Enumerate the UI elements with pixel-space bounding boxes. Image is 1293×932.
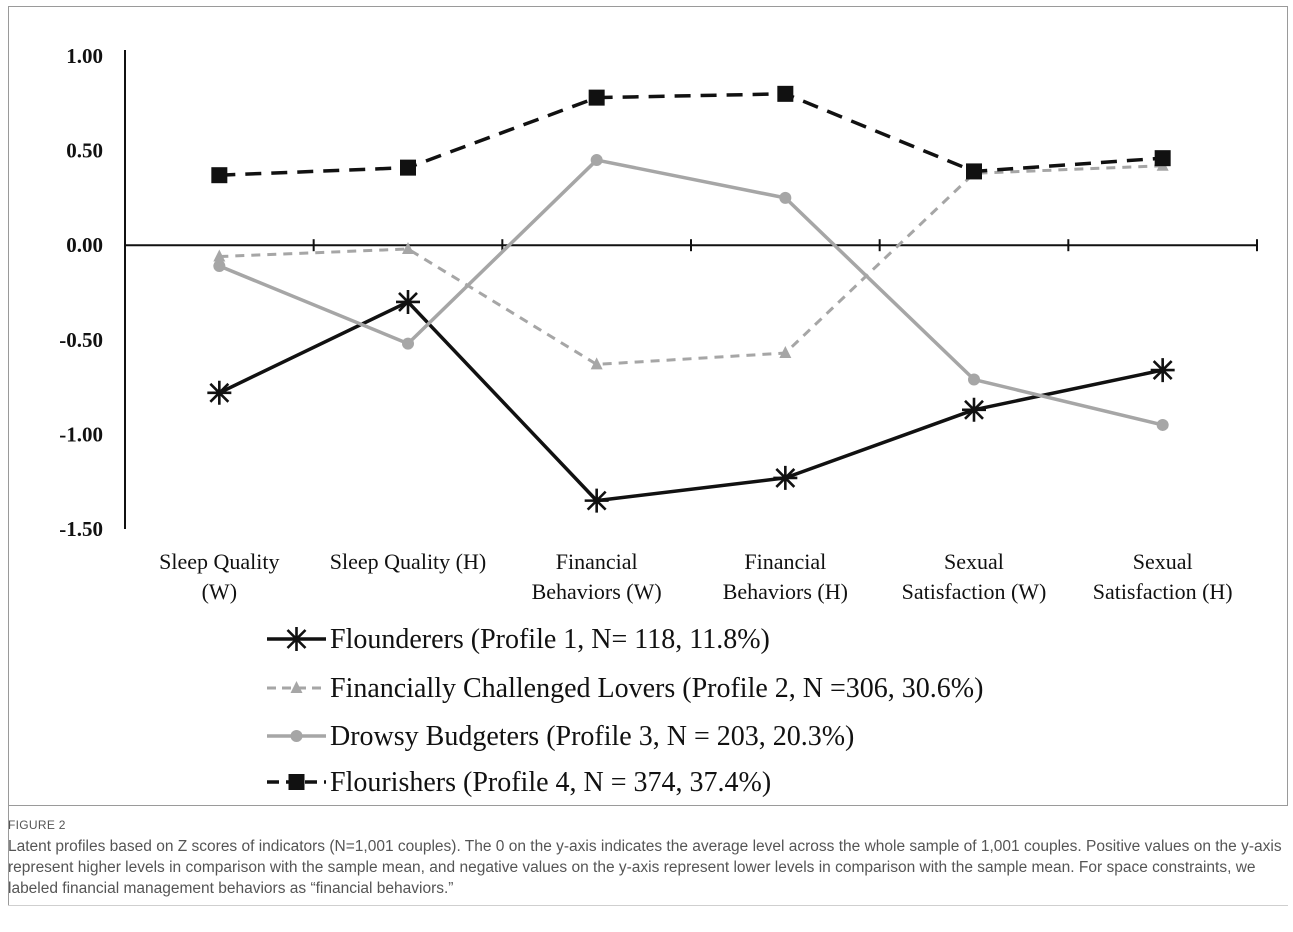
x-category-label: Financial	[556, 549, 638, 574]
x-category-label: Satisfaction (W)	[902, 579, 1047, 604]
series-line-3	[218, 158, 1164, 427]
x-category-label: Sexual	[1133, 549, 1193, 574]
legend-marker-3	[290, 730, 303, 742]
line-chart: 1.00 0.50 0.00 -0.50 -1.00 -1.50 Sleep Quality…	[59, 44, 1258, 798]
data-point-2	[590, 357, 603, 370]
legend-marker-1	[284, 627, 309, 651]
legend-label-4: Flourishers (Profile 4, N = 374, 37.4%)	[330, 767, 771, 798]
y-tick-label: -0.50	[59, 328, 103, 352]
x-category-label: Sexual	[944, 549, 1004, 574]
y-tick-label: -1.50	[59, 517, 103, 541]
x-category-label: Satisfaction (H)	[1093, 579, 1233, 604]
legend-marker-4	[288, 774, 305, 790]
data-point-1	[773, 465, 798, 490]
data-point-4	[211, 167, 228, 184]
y-tick-label: 0.50	[66, 139, 103, 163]
legend-label-2: Financially Challenged Lovers (Profile 2…	[330, 673, 983, 704]
figure-caption: FIGURE 2 Latent profiles based on Z scor…	[8, 818, 1283, 899]
y-tick-label: 0.00	[66, 233, 103, 257]
data-point-4	[400, 159, 416, 176]
data-point-2	[402, 241, 414, 254]
x-category-label: Sleep Quality	[159, 549, 279, 574]
data-point-3	[590, 154, 603, 167]
data-point-2	[213, 249, 226, 262]
data-point-3	[779, 191, 792, 204]
x-category-label: Financial	[744, 549, 826, 574]
y-tick-label: 1.00	[66, 44, 103, 68]
y-tick-label: -1.00	[59, 422, 103, 446]
figure-label: FIGURE 2	[8, 818, 66, 832]
data-point-1	[1150, 358, 1175, 383]
data-point-3	[213, 260, 226, 273]
data-point-1	[584, 488, 609, 513]
data-point-1	[962, 397, 986, 422]
caption-text: Latent profiles based on Z scores of ind…	[8, 838, 1282, 897]
data-point-3	[968, 373, 980, 386]
x-category-label: Behaviors (H)	[723, 579, 848, 604]
x-category-label: Sleep Quality (H)	[330, 549, 486, 574]
frame-edge	[8, 806, 9, 906]
data-point-1	[207, 380, 232, 405]
data-point-1	[396, 289, 420, 314]
figure-frame: 1.00 0.50 0.00 -0.50 -1.00 -1.50 Sleep Quality…	[8, 6, 1288, 806]
legend-label-1: Flounderers (Profile 1, N= 118, 11.8%)	[330, 624, 770, 655]
data-point-4	[777, 85, 794, 102]
data-point-3	[1156, 418, 1169, 431]
data-point-4	[966, 163, 982, 180]
data-point-2	[779, 346, 792, 359]
legend-label-3: Drowsy Budgeters (Profile 3, N = 203, 20…	[330, 721, 854, 752]
x-category-label: Behaviors (W)	[532, 579, 662, 604]
legend-marker-2	[290, 681, 303, 693]
data-point-4	[588, 89, 605, 106]
series-line-2	[219, 164, 1163, 366]
data-point-3	[402, 337, 414, 350]
series-line-1	[218, 300, 1164, 503]
page-divider	[8, 905, 1288, 906]
series-line-4	[219, 92, 1163, 177]
x-category-label: (W)	[202, 579, 237, 604]
data-point-4	[1154, 150, 1171, 167]
